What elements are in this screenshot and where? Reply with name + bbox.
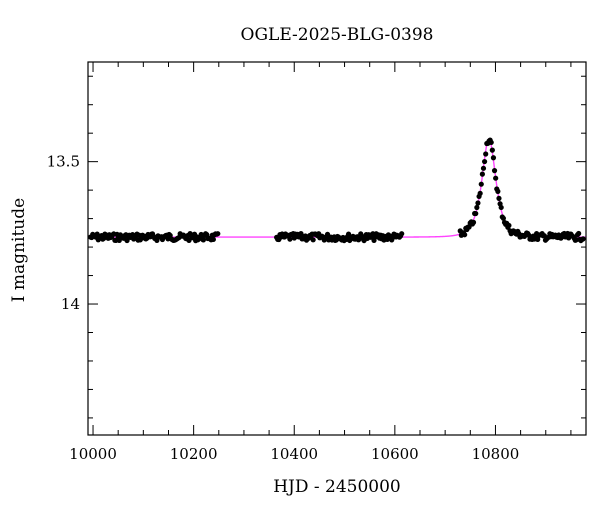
data-point [478,181,484,187]
data-point [204,232,210,238]
data-point [470,219,477,225]
y-axis-label: I magnitude [9,198,29,302]
y-tick-label: 13.5 [47,153,80,171]
data-point [500,215,506,221]
data-point [491,168,498,174]
data-point [473,210,479,217]
data-point [475,200,481,206]
data-point [481,158,488,165]
model-curve [88,138,587,238]
data-point [506,222,512,229]
data-point [479,171,485,177]
data-point [474,204,480,211]
data-point [480,165,487,171]
y-tick-label: 14 [61,295,80,313]
chart-title: OGLE-2025-BLG-0398 [241,25,434,45]
x-axis-label: HJD - 2450000 [273,477,401,497]
data-point [493,175,499,181]
data-point [477,190,483,196]
data-point [399,231,405,237]
model-curve-layer [88,138,587,238]
x-tick-label: 10800 [472,445,520,463]
data-point [287,236,293,242]
x-tick-label: 10000 [69,445,117,463]
data-point [200,237,206,243]
data-point [210,236,216,243]
data-point [488,139,494,146]
data-point [215,231,221,237]
data-point [498,204,504,211]
data-point [466,224,472,230]
x-tick-label: 10400 [270,445,318,463]
plot-frame [87,61,587,436]
data-point [496,195,502,201]
data-point [576,230,582,237]
x-tick-label: 10200 [170,445,218,463]
data-point [490,155,497,161]
data-point [462,232,468,238]
data-points-layer [87,137,586,244]
data-point [489,147,495,153]
x-tick-label: 10600 [371,445,419,463]
data-point [580,236,586,242]
data-point [495,188,501,194]
axis-ticks-layer: 10000 10200 10400 10600 10800 13.5 14 [47,62,586,463]
data-point [483,151,489,157]
data-point [310,237,316,243]
